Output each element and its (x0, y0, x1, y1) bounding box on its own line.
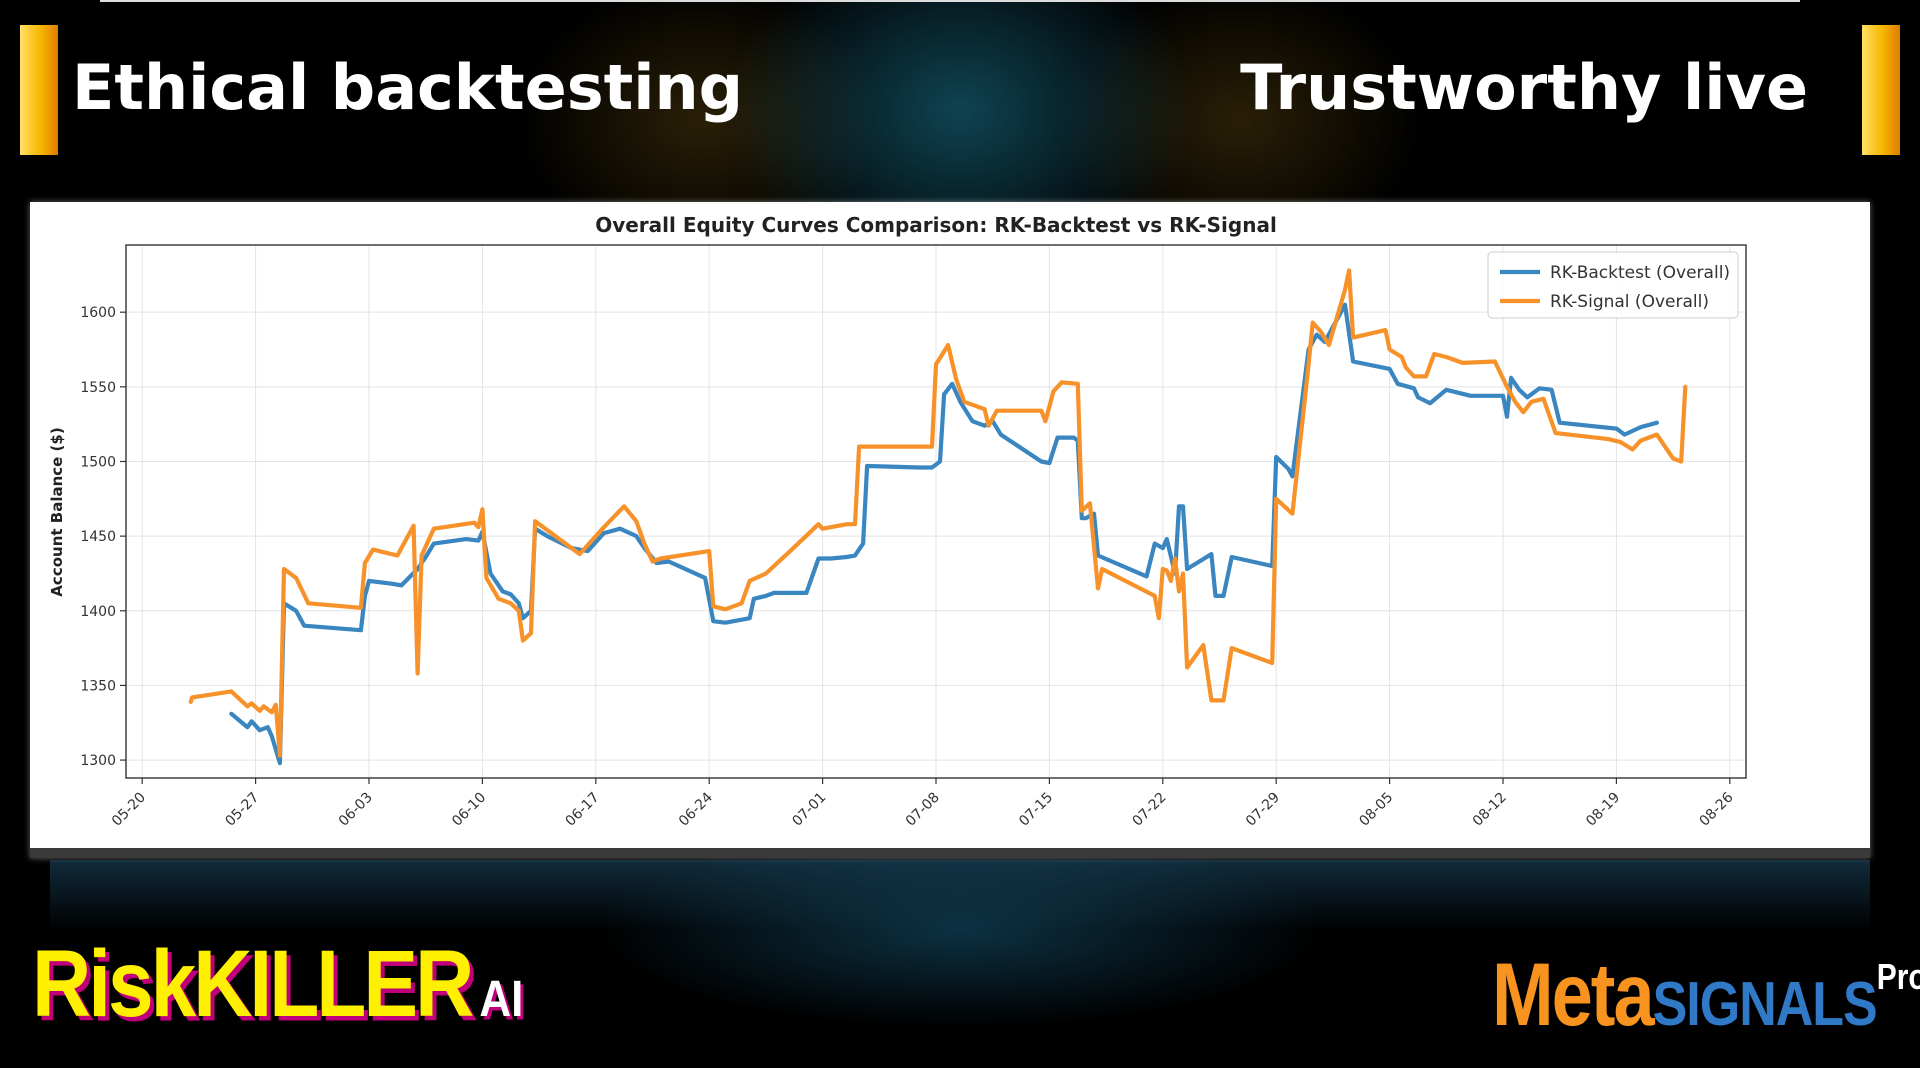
legend-label: RK-Signal (Overall) (1550, 292, 1709, 312)
metasignals-logo-signals: SIGNALS (1652, 969, 1878, 1040)
metasignals-logo-pro: Pro (1876, 957, 1920, 998)
x-tick-label: 06-17 (563, 790, 603, 830)
left-accent-bar (20, 25, 58, 155)
riskkiller-logo-main: RiskKILLER (32, 932, 474, 1037)
chart-title: Overall Equity Curves Comparison: RK-Bac… (595, 213, 1277, 237)
x-tick-label: 07-22 (1130, 790, 1170, 830)
x-tick-label: 07-08 (903, 790, 943, 830)
bottom-glow-artwork (50, 860, 1870, 930)
riskkiller-logo-sub: AI (479, 971, 524, 1028)
equity-chart-panel: 1300 1350 1400 1450 1500 1550 1600 05-20 05-27 06… (30, 202, 1870, 858)
x-tick-label: 07-15 (1016, 790, 1056, 830)
x-tick-label: 05-20 (109, 790, 149, 830)
legend-box (1487, 251, 1739, 319)
y-axis-label: Account Balance ($) (48, 427, 66, 596)
metasignals-logo-meta: Meta (1492, 944, 1655, 1045)
legend: RK-Backtest (Overall) RK-Signal (Overall) (1487, 251, 1739, 319)
x-tick-label: 06-10 (449, 790, 489, 830)
legend-label: RK-Backtest (Overall) (1550, 263, 1730, 283)
axes: 1300 1350 1400 1450 1500 1550 1600 05-20 05-27 06… (80, 305, 1736, 829)
x-tick-label: 07-29 (1243, 790, 1283, 830)
y-tick-label: 1600 (80, 305, 116, 321)
x-tick-label: 06-24 (676, 789, 716, 829)
right-accent-bar (1862, 25, 1900, 155)
metasignals-logo: MetaSIGNALSPro (1492, 944, 1920, 1045)
top-divider (100, 0, 1800, 2)
y-tick-label: 1500 (80, 454, 116, 470)
x-tick-label: 08-05 (1356, 790, 1396, 830)
series-line-signal (188, 268, 1688, 758)
y-tick-label: 1550 (80, 380, 116, 396)
y-tick-label: 1350 (80, 678, 116, 694)
series-line-backtest (229, 302, 1660, 766)
x-tick-label: 05-27 (222, 790, 262, 830)
headline-left: Ethical backtesting (72, 51, 744, 124)
riskkiller-logo: RiskKILLER AI (32, 933, 523, 1037)
y-tick-label: 1450 (80, 529, 116, 545)
x-tick-label: 07-01 (789, 790, 829, 830)
y-tick-label: 1400 (80, 604, 116, 620)
equity-chart: 1300 1350 1400 1450 1500 1550 1600 05-20 05-27 06… (48, 213, 1747, 830)
y-tick-label: 1300 (80, 753, 116, 769)
headline-right: Trustworthy live (1240, 51, 1808, 124)
series-lines (188, 268, 1688, 766)
x-tick-label: 08-19 (1583, 790, 1623, 830)
grid (126, 245, 1746, 778)
x-tick-label: 08-26 (1697, 789, 1737, 829)
x-tick-label: 08-12 (1470, 790, 1510, 830)
x-tick-label: 06-03 (336, 790, 376, 830)
